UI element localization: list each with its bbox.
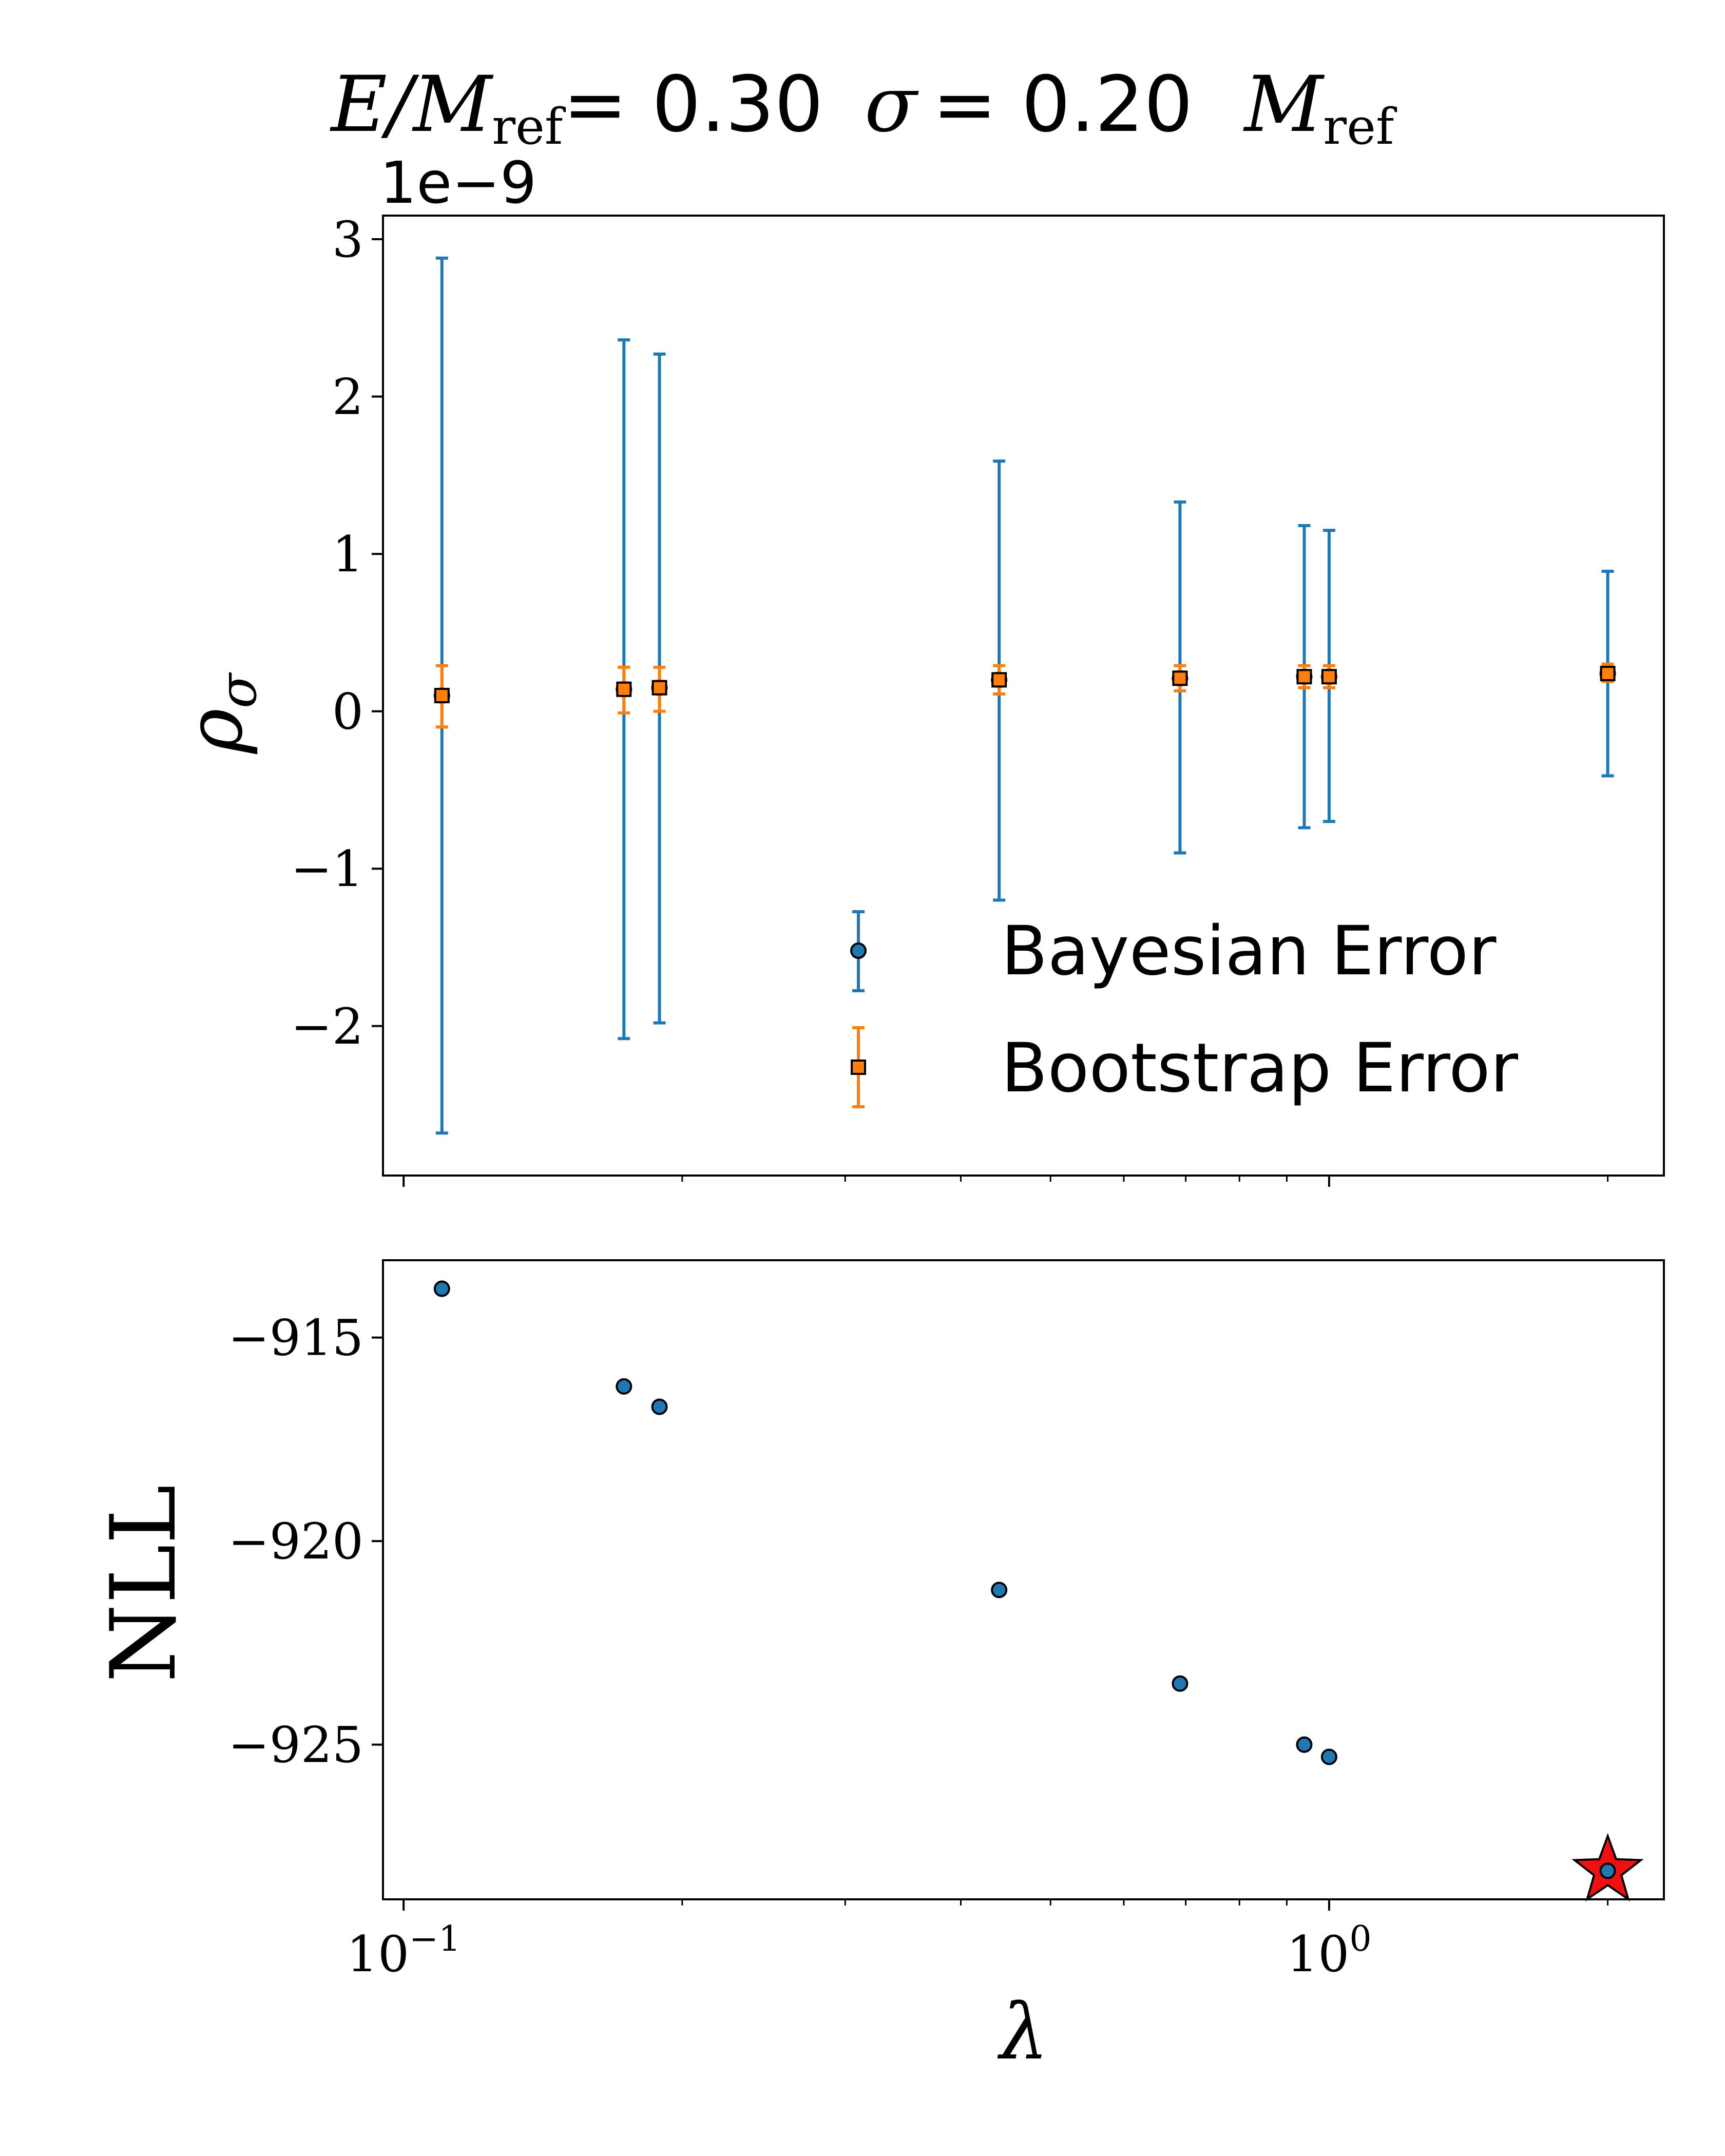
bootstrap-point — [1321, 669, 1337, 685]
nll-point — [1320, 1748, 1337, 1765]
legend-bayesian-label: Bayesian Error — [1001, 912, 1497, 991]
nll-point — [1296, 1736, 1313, 1753]
legend-bayesian-marker — [850, 942, 867, 959]
top-y-tick-label: 1 — [332, 526, 363, 583]
title-lhs-var: E/M — [330, 60, 494, 149]
bottom-plot-frame — [382, 1259, 1665, 1900]
top-panel: −2 −1 0 1 2 3 1e−9 ρσ Bayesian Error Bootstrap… — [170, 150, 1665, 1187]
bottom-y-tick-label: −925 — [228, 1717, 363, 1774]
title-sigma-value: = 0.20 — [932, 60, 1193, 149]
bottom-x-axis-label: λ — [997, 1988, 1048, 2077]
figure-title: E/Mref= 0.30 σ = 0.20 Mref — [330, 60, 1397, 156]
top-y-tick-label: 3 — [332, 211, 363, 268]
bootstrap-point — [1296, 669, 1312, 685]
legend: Bayesian Error Bootstrap Error — [850, 910, 1519, 1108]
bottom-y-ticks: −925 −920 −915 — [228, 1310, 383, 1774]
top-data-marks — [433, 256, 1616, 1135]
top-y-tick-label: −1 — [291, 840, 363, 898]
top-plot-frame — [382, 215, 1665, 1177]
legend-bootstrap-label: Bootstrap Error — [1001, 1029, 1519, 1108]
nll-point — [1599, 1862, 1616, 1879]
bottom-y-tick-label: −915 — [228, 1310, 363, 1367]
title-lhs-sub: ref — [492, 98, 566, 156]
bootstrap-point — [434, 688, 450, 703]
top-x-ticks — [402, 1176, 1609, 1187]
bottom-x-ticks: 10−1 100 — [347, 1899, 1609, 1983]
title-lhs-value: = 0.30 — [563, 60, 823, 149]
top-y-ticks: −2 −1 0 1 2 3 — [291, 211, 383, 1055]
bootstrap-point — [1600, 666, 1616, 682]
nll-point — [433, 1280, 450, 1297]
top-y-tick-label: 0 — [332, 683, 363, 741]
bootstrap-point — [651, 680, 667, 696]
nll-point — [1172, 1675, 1189, 1692]
bootstrap-point — [1172, 670, 1188, 686]
bottom-x-tick-label: 10−1 — [347, 1919, 461, 1983]
nll-point — [651, 1398, 668, 1415]
title-unit-sub: ref — [1323, 98, 1397, 156]
top-y-tick-label: 2 — [332, 369, 363, 426]
top-offset-text: 1e−9 — [380, 150, 536, 217]
top-y-axis-label: ρσ — [170, 672, 268, 755]
legend-bootstrap-marker — [851, 1060, 866, 1075]
title-sigma-var: σ — [865, 60, 919, 149]
nll-point — [991, 1582, 1008, 1599]
bottom-y-tick-label: −920 — [228, 1513, 363, 1570]
bottom-data-marks — [433, 1280, 1644, 1902]
bottom-y-axis-label: NLL — [92, 1485, 196, 1683]
bottom-panel: −925 −920 −915 10−1 100 NLL λ — [92, 1259, 1665, 2077]
top-y-tick-label: −2 — [291, 998, 363, 1055]
title-unit-var: M — [1243, 60, 1325, 149]
bootstrap-point — [616, 681, 632, 697]
bottom-x-tick-label: 100 — [1287, 1919, 1371, 1983]
nll-point — [616, 1378, 632, 1395]
bootstrap-point — [991, 672, 1007, 688]
